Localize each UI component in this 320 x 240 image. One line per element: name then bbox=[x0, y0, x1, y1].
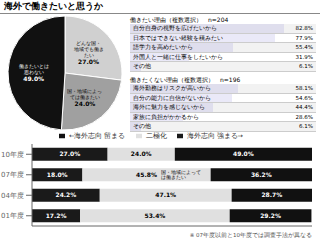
svg-text:07年度: 07年度 bbox=[8, 171, 24, 179]
html-text:54.6%: 54.6% bbox=[295, 94, 313, 101]
html-text:家族に負担がかかるから: 家族に負担がかかるから bbox=[133, 113, 199, 120]
svg-text:28.7%: 28.7% bbox=[261, 191, 282, 198]
html-text:日本ではできない経験を積みたい: 日本ではできない経験を積みたい bbox=[133, 34, 223, 41]
svg-text:01年度: 01年度 bbox=[8, 212, 24, 220]
html-text:二極化: 二極化 bbox=[145, 132, 167, 140]
svg-text:36.2%: 36.2% bbox=[251, 171, 272, 178]
html-text:海外で働きたいと思うか: 海外で働きたいと思うか bbox=[4, 1, 103, 11]
html-text:自分の能力に自信がないから: 自分の能力に自信がないから bbox=[133, 94, 211, 101]
svg-text:24.2%: 24.2% bbox=[55, 191, 76, 198]
svg-text:働きたいとは思わない49.0%: 働きたいとは思わない49.0% bbox=[19, 63, 49, 82]
html-text:その他: その他 bbox=[133, 63, 151, 70]
html-text:6.1%: 6.1% bbox=[299, 123, 313, 130]
svg-text:24.0%: 24.0% bbox=[131, 150, 152, 157]
html-text:77.9%: 77.9% bbox=[295, 34, 313, 41]
html-text:55.4%: 55.4% bbox=[295, 44, 313, 51]
html-text:語学力を高めたいから: 語学力を高めたいから bbox=[133, 44, 193, 51]
html-text:その他: その他 bbox=[133, 123, 151, 130]
html-text:※ 07年度以前と10年度では調査手法が異なる: ※ 07年度以前と10年度では調査手法が異なる bbox=[189, 232, 312, 238]
html-text:31.9%: 31.9% bbox=[295, 53, 313, 60]
html-text:海外に魅力を感じないから: 海外に魅力を感じないから bbox=[133, 104, 205, 111]
svg-text:国・地域によっては働きたい: 国・地域によっては働きたい bbox=[161, 169, 201, 180]
svg-text:国・地域によっては働きたい24.0%: 国・地域によっては働きたい24.0% bbox=[67, 88, 102, 107]
svg-text:49.0%: 49.0% bbox=[233, 150, 254, 157]
html-text:←海外志向 留まる: ←海外志向 留まる bbox=[69, 132, 126, 140]
svg-text:27.0%: 27.0% bbox=[59, 150, 80, 157]
html-text:海外勤務はリスクが高いから: 海外勤務はリスクが高いから bbox=[133, 85, 211, 91]
svg-text:29.2%: 29.2% bbox=[260, 212, 281, 219]
html-text:58.1%: 58.1% bbox=[295, 85, 313, 91]
html-text:28.6%: 28.6% bbox=[295, 113, 313, 120]
svg-text:04年度: 04年度 bbox=[8, 192, 24, 200]
html-text:海外志向 強まる→: 海外志向 強まる→ bbox=[186, 132, 243, 140]
html-text:6.1%: 6.1% bbox=[299, 63, 313, 70]
html-text:自分自身の視野を広げたいから: 自分自身の視野を広げたいから bbox=[133, 25, 217, 31]
svg-text:17.2%: 17.2% bbox=[46, 212, 67, 219]
svg-text:53.4%: 53.4% bbox=[145, 212, 166, 219]
svg-text:47.1%: 47.1% bbox=[155, 191, 176, 198]
html-text:外国人と一緒に仕事をしたいから: 外国人と一緒に仕事をしたいから bbox=[133, 53, 223, 60]
svg-text:10年度: 10年度 bbox=[8, 151, 24, 159]
svg-text:45.8%: 45.8% bbox=[136, 171, 157, 178]
html-text:働きたくない理由（複数選択） n=196: 働きたくない理由（複数選択） n=196 bbox=[130, 76, 241, 83]
html-text:82.8%: 82.8% bbox=[295, 25, 313, 31]
html-text:44.4%: 44.4% bbox=[295, 104, 313, 111]
svg-text:どんな国・地域でも働きたい27.0%: どんな国・地域でも働きたい27.0% bbox=[73, 40, 104, 65]
svg-text:18.0%: 18.0% bbox=[47, 171, 68, 178]
html-text:働きたい理由（複数選択） n=204: 働きたい理由（複数選択） n=204 bbox=[130, 16, 229, 23]
